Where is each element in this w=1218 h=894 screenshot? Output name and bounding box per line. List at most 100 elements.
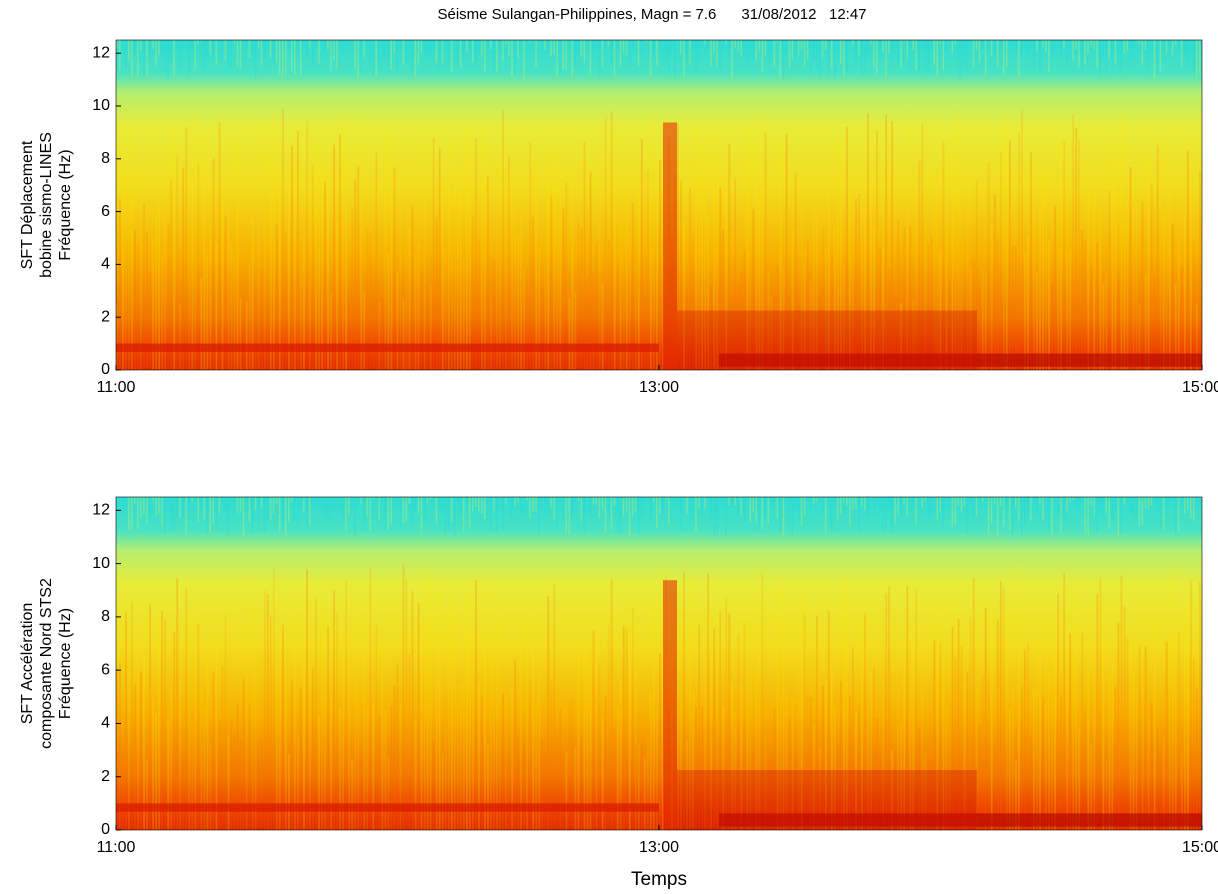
texture-stripe <box>918 160 921 370</box>
texture-stripe <box>1030 40 1032 52</box>
texture-stripe <box>1008 708 1011 830</box>
texture-stripe <box>1066 587 1069 830</box>
texture-stripe <box>1111 497 1114 520</box>
texture-stripe <box>481 178 483 370</box>
y-tick-label: 8 <box>101 150 110 167</box>
texture-stripe <box>435 497 438 524</box>
texture-stripe <box>245 302 248 370</box>
texture-stripe <box>1090 270 1093 370</box>
texture-stripe <box>631 608 634 830</box>
texture-stripe <box>1192 497 1195 521</box>
texture-stripe <box>852 497 854 511</box>
texture-stripe <box>152 702 155 830</box>
texture-stripe <box>999 581 1002 830</box>
texture-stripe <box>864 205 866 370</box>
texture-stripe <box>131 167 133 370</box>
texture-stripe <box>281 625 284 830</box>
texture-stripe <box>426 497 429 504</box>
texture-stripe <box>1033 40 1035 68</box>
texture-stripe <box>559 162 562 370</box>
texture-stripe <box>960 497 963 512</box>
texture-stripe <box>1005 114 1008 371</box>
texture-stripe <box>128 121 130 370</box>
texture-stripe <box>236 497 239 513</box>
y-axis-label: Fréquence (Hz) <box>57 608 74 719</box>
texture-stripe <box>158 611 161 830</box>
texture-stripe <box>752 497 755 513</box>
texture-stripe <box>221 497 224 504</box>
texture-stripe <box>167 40 169 80</box>
texture-stripe <box>873 497 875 517</box>
texture-stripe <box>206 40 209 56</box>
texture-stripe <box>158 204 161 370</box>
texture-stripe <box>134 683 136 830</box>
texture-stripe <box>1042 698 1044 830</box>
texture-stripe <box>131 40 133 77</box>
texture-stripe <box>200 497 202 511</box>
event-burst <box>663 122 677 370</box>
texture-stripe <box>200 687 203 830</box>
texture-stripe <box>833 40 836 79</box>
texture-stripe <box>366 707 369 830</box>
texture-stripe <box>1138 497 1141 527</box>
texture-stripe <box>1105 40 1107 75</box>
texture-stripe <box>643 298 646 370</box>
texture-stripe <box>444 732 447 830</box>
texture-stripe <box>435 40 438 63</box>
texture-stripe <box>212 40 215 57</box>
texture-stripe <box>785 497 788 498</box>
texture-stripe <box>269 121 272 370</box>
texture-stripe <box>209 497 212 533</box>
texture-stripe <box>369 40 371 66</box>
texture-stripe <box>978 40 981 63</box>
texture-stripe <box>369 568 372 830</box>
texture-stripe <box>417 241 420 370</box>
texture-stripe <box>646 40 649 42</box>
texture-stripe <box>652 194 655 370</box>
texture-stripe <box>221 40 224 60</box>
texture-stripe <box>420 615 423 830</box>
texture-stripe <box>224 614 227 830</box>
texture-stripe <box>550 681 553 830</box>
texture-stripe <box>191 112 194 371</box>
texture-stripe <box>592 630 595 830</box>
texture-stripe <box>194 497 196 500</box>
texture-stripe <box>1144 273 1147 370</box>
texture-stripe <box>906 497 908 518</box>
texture-stripe <box>731 683 734 830</box>
texture-stripe <box>393 685 396 830</box>
texture-stripe <box>281 497 284 530</box>
texture-stripe <box>342 497 344 520</box>
texture-stripe <box>812 186 815 370</box>
texture-stripe <box>701 150 704 370</box>
texture-stripe <box>604 40 607 47</box>
texture-stripe <box>830 253 833 370</box>
texture-stripe <box>435 582 438 830</box>
texture-stripe <box>692 497 694 522</box>
texture-stripe <box>972 577 975 830</box>
texture-stripe <box>652 497 655 502</box>
texture-stripe <box>324 617 326 830</box>
texture-stripe <box>263 40 266 57</box>
texture-stripe <box>1114 497 1117 511</box>
texture-stripe <box>330 293 332 370</box>
texture-stripe <box>659 160 661 370</box>
texture-stripe <box>776 263 779 370</box>
texture-stripe <box>1002 40 1005 75</box>
texture-stripe <box>179 40 181 70</box>
texture-stripe <box>502 40 504 61</box>
texture-stripe <box>484 497 486 520</box>
texture-stripe <box>764 497 767 517</box>
texture-stripe <box>628 601 631 830</box>
texture-stripe <box>921 497 923 508</box>
texture-stripe <box>547 155 550 370</box>
texture-stripe <box>417 497 420 514</box>
texture-stripe <box>954 40 957 45</box>
texture-stripe <box>532 613 535 830</box>
texture-stripe <box>764 132 767 370</box>
texture-stripe <box>662 171 664 370</box>
texture-stripe <box>481 497 483 514</box>
texture-stripe <box>396 497 399 502</box>
texture-stripe <box>1066 179 1069 370</box>
texture-stripe <box>176 40 178 50</box>
